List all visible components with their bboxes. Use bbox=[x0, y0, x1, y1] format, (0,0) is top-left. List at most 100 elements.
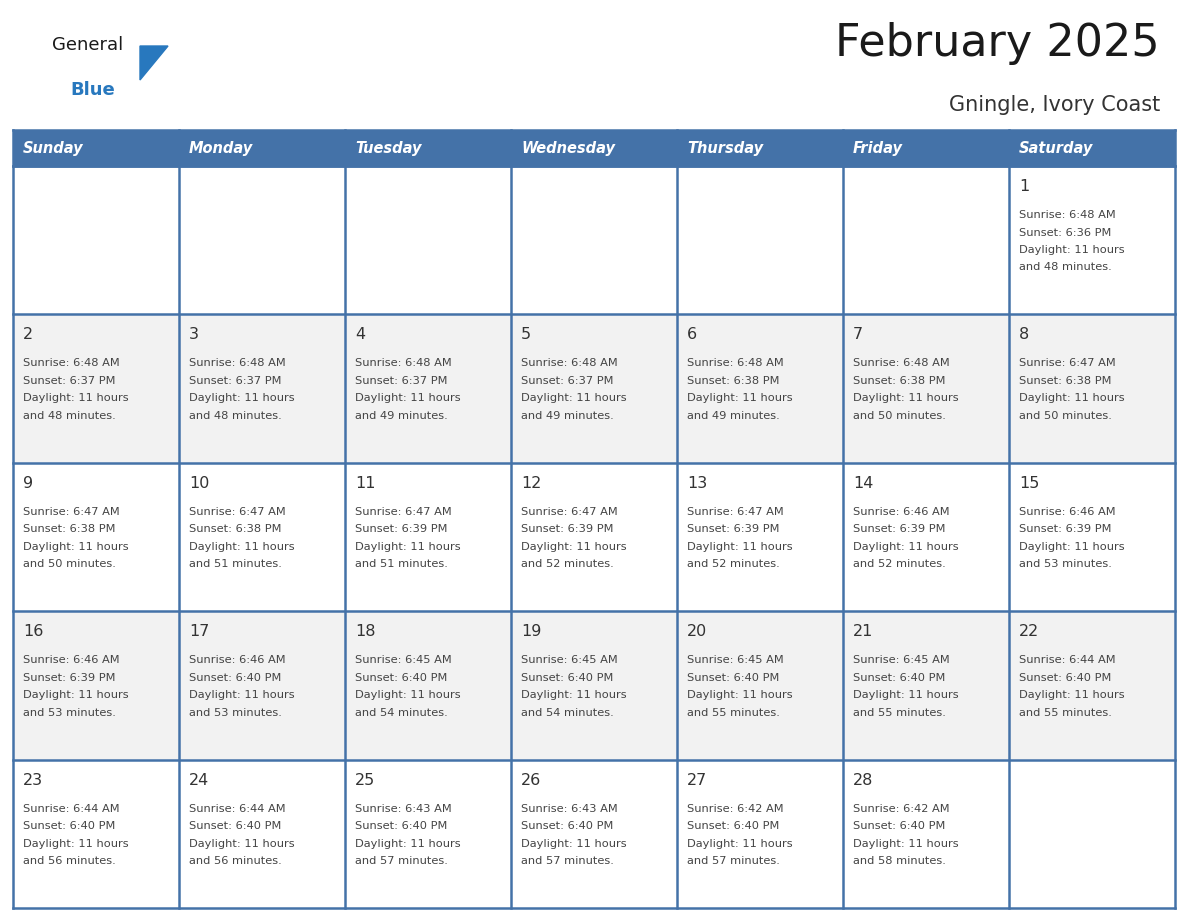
Bar bbox=[1009, 130, 1175, 166]
Text: Sunrise: 6:46 AM: Sunrise: 6:46 AM bbox=[1019, 507, 1116, 517]
Text: Saturday: Saturday bbox=[1019, 140, 1093, 155]
Bar bbox=[13, 611, 179, 759]
Text: Sunrise: 6:47 AM: Sunrise: 6:47 AM bbox=[23, 507, 120, 517]
Text: Sunrise: 6:45 AM: Sunrise: 6:45 AM bbox=[687, 655, 784, 666]
Text: Sunrise: 6:45 AM: Sunrise: 6:45 AM bbox=[355, 655, 451, 666]
Text: Tuesday: Tuesday bbox=[355, 140, 422, 155]
Bar bbox=[345, 130, 511, 166]
Text: Sunset: 6:40 PM: Sunset: 6:40 PM bbox=[189, 673, 282, 683]
Bar bbox=[843, 130, 1009, 166]
Text: Thursday: Thursday bbox=[687, 140, 763, 155]
Text: Sunrise: 6:43 AM: Sunrise: 6:43 AM bbox=[522, 803, 618, 813]
Text: Sunday: Sunday bbox=[23, 140, 83, 155]
Text: Daylight: 11 hours: Daylight: 11 hours bbox=[522, 839, 626, 848]
Bar bbox=[179, 463, 345, 611]
Polygon shape bbox=[140, 46, 168, 80]
Text: Daylight: 11 hours: Daylight: 11 hours bbox=[853, 394, 959, 403]
Text: Sunrise: 6:45 AM: Sunrise: 6:45 AM bbox=[522, 655, 618, 666]
Text: and 48 minutes.: and 48 minutes. bbox=[23, 411, 115, 420]
Bar bbox=[345, 463, 511, 611]
Text: Daylight: 11 hours: Daylight: 11 hours bbox=[1019, 394, 1125, 403]
Text: 22: 22 bbox=[1019, 624, 1040, 639]
Text: Daylight: 11 hours: Daylight: 11 hours bbox=[189, 839, 295, 848]
Text: Daylight: 11 hours: Daylight: 11 hours bbox=[522, 690, 626, 700]
Text: 5: 5 bbox=[522, 328, 531, 342]
Text: Daylight: 11 hours: Daylight: 11 hours bbox=[355, 542, 461, 552]
Text: and 54 minutes.: and 54 minutes. bbox=[355, 708, 448, 718]
Bar bbox=[1009, 314, 1175, 463]
Text: General: General bbox=[52, 36, 124, 54]
Bar bbox=[843, 611, 1009, 759]
Text: Sunset: 6:40 PM: Sunset: 6:40 PM bbox=[23, 821, 115, 831]
Text: Sunrise: 6:47 AM: Sunrise: 6:47 AM bbox=[687, 507, 784, 517]
Text: Daylight: 11 hours: Daylight: 11 hours bbox=[522, 394, 626, 403]
Text: 3: 3 bbox=[189, 328, 200, 342]
Text: 1: 1 bbox=[1019, 179, 1029, 194]
Text: 27: 27 bbox=[687, 773, 707, 788]
Text: Daylight: 11 hours: Daylight: 11 hours bbox=[355, 839, 461, 848]
Text: 28: 28 bbox=[853, 773, 873, 788]
Text: and 57 minutes.: and 57 minutes. bbox=[687, 856, 779, 866]
Text: Daylight: 11 hours: Daylight: 11 hours bbox=[23, 690, 128, 700]
Bar bbox=[511, 130, 677, 166]
Text: Daylight: 11 hours: Daylight: 11 hours bbox=[1019, 245, 1125, 255]
Text: and 55 minutes.: and 55 minutes. bbox=[1019, 708, 1112, 718]
Text: 2: 2 bbox=[23, 328, 33, 342]
Text: Friday: Friday bbox=[853, 140, 903, 155]
Text: Sunrise: 6:48 AM: Sunrise: 6:48 AM bbox=[853, 358, 949, 368]
Text: 7: 7 bbox=[853, 328, 864, 342]
Text: Sunset: 6:40 PM: Sunset: 6:40 PM bbox=[853, 821, 946, 831]
Bar bbox=[677, 314, 843, 463]
Bar bbox=[843, 759, 1009, 908]
Bar bbox=[179, 130, 345, 166]
Text: Daylight: 11 hours: Daylight: 11 hours bbox=[853, 839, 959, 848]
Bar bbox=[13, 759, 179, 908]
Text: Sunset: 6:37 PM: Sunset: 6:37 PM bbox=[522, 375, 613, 386]
Text: Daylight: 11 hours: Daylight: 11 hours bbox=[1019, 542, 1125, 552]
Text: 11: 11 bbox=[355, 476, 375, 491]
Text: Daylight: 11 hours: Daylight: 11 hours bbox=[853, 690, 959, 700]
Text: Sunset: 6:37 PM: Sunset: 6:37 PM bbox=[355, 375, 448, 386]
Bar bbox=[345, 611, 511, 759]
Text: Sunrise: 6:42 AM: Sunrise: 6:42 AM bbox=[853, 803, 949, 813]
Text: 21: 21 bbox=[853, 624, 873, 639]
Bar bbox=[677, 130, 843, 166]
Bar bbox=[677, 463, 843, 611]
Text: 17: 17 bbox=[189, 624, 209, 639]
Text: and 52 minutes.: and 52 minutes. bbox=[687, 559, 779, 569]
Text: Daylight: 11 hours: Daylight: 11 hours bbox=[23, 542, 128, 552]
Bar bbox=[1009, 463, 1175, 611]
Text: Daylight: 11 hours: Daylight: 11 hours bbox=[23, 394, 128, 403]
Text: Daylight: 11 hours: Daylight: 11 hours bbox=[355, 394, 461, 403]
Bar bbox=[179, 314, 345, 463]
Text: and 48 minutes.: and 48 minutes. bbox=[1019, 263, 1112, 273]
Text: and 55 minutes.: and 55 minutes. bbox=[853, 708, 946, 718]
Text: Sunset: 6:38 PM: Sunset: 6:38 PM bbox=[1019, 375, 1112, 386]
Text: and 57 minutes.: and 57 minutes. bbox=[522, 856, 614, 866]
Text: 18: 18 bbox=[355, 624, 375, 639]
Text: Monday: Monday bbox=[189, 140, 253, 155]
Bar bbox=[13, 463, 179, 611]
Bar bbox=[179, 166, 345, 314]
Text: Sunset: 6:37 PM: Sunset: 6:37 PM bbox=[189, 375, 282, 386]
Text: Sunrise: 6:44 AM: Sunrise: 6:44 AM bbox=[1019, 655, 1116, 666]
Text: Daylight: 11 hours: Daylight: 11 hours bbox=[189, 690, 295, 700]
Text: Sunset: 6:39 PM: Sunset: 6:39 PM bbox=[1019, 524, 1112, 534]
Text: and 53 minutes.: and 53 minutes. bbox=[23, 708, 116, 718]
Text: 13: 13 bbox=[687, 476, 707, 491]
Bar bbox=[511, 314, 677, 463]
Bar bbox=[179, 759, 345, 908]
Text: Daylight: 11 hours: Daylight: 11 hours bbox=[687, 839, 792, 848]
Text: and 49 minutes.: and 49 minutes. bbox=[355, 411, 448, 420]
Text: Sunset: 6:39 PM: Sunset: 6:39 PM bbox=[687, 524, 779, 534]
Text: Daylight: 11 hours: Daylight: 11 hours bbox=[189, 394, 295, 403]
Text: Sunset: 6:39 PM: Sunset: 6:39 PM bbox=[522, 524, 613, 534]
Text: and 49 minutes.: and 49 minutes. bbox=[687, 411, 779, 420]
Text: Sunrise: 6:48 AM: Sunrise: 6:48 AM bbox=[522, 358, 618, 368]
Text: 24: 24 bbox=[189, 773, 209, 788]
Bar bbox=[843, 166, 1009, 314]
Text: February 2025: February 2025 bbox=[835, 22, 1159, 65]
Text: and 49 minutes.: and 49 minutes. bbox=[522, 411, 614, 420]
Text: and 48 minutes.: and 48 minutes. bbox=[189, 411, 282, 420]
Bar bbox=[13, 130, 179, 166]
